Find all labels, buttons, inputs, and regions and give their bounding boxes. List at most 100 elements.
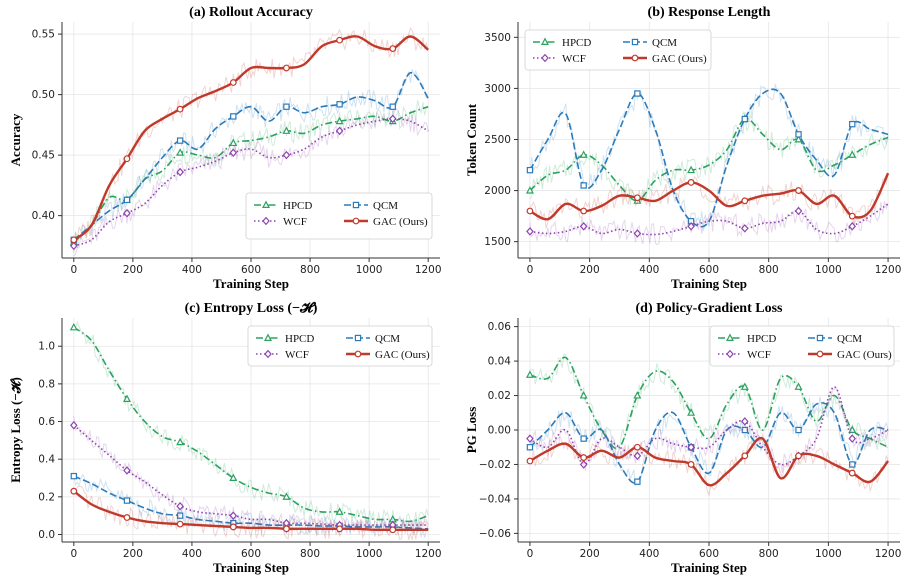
p1-point-2-0 bbox=[526, 227, 534, 236]
p0-point-3-6 bbox=[176, 105, 184, 113]
p1-series-line-2 bbox=[529, 203, 889, 236]
p2-raw-trace-3 bbox=[73, 485, 429, 541]
p1-y-tick-label-0: 1500 bbox=[484, 236, 511, 248]
p1-point-1-6 bbox=[634, 90, 641, 97]
p1-x-tick-label-2: 400 bbox=[639, 264, 659, 276]
p3-legend-label-2: WCF bbox=[747, 349, 771, 361]
p3-x-tick-label-5: 1000 bbox=[815, 548, 842, 560]
p2-point-0-3 bbox=[122, 394, 131, 402]
p1-legend: HPCD QCM WCF GAC (Ours) bbox=[524, 29, 712, 71]
p0-point-1-6 bbox=[176, 137, 184, 144]
p1-series-line-0 bbox=[529, 118, 889, 202]
p0-point-0-12 bbox=[282, 126, 291, 134]
p1-x-label: Training Step bbox=[671, 276, 747, 291]
p3-point-1-12 bbox=[741, 426, 749, 434]
p3-point-0-3 bbox=[579, 391, 588, 399]
p1-x-tick-label-1: 200 bbox=[580, 264, 600, 276]
p0-y-tick-label-0: 0.40 bbox=[32, 210, 55, 222]
p0-x-tick-label-1: 200 bbox=[123, 264, 143, 276]
p1-point-1-0 bbox=[526, 166, 534, 174]
p2-raw-trace-1 bbox=[73, 473, 429, 538]
p2-point-3-3 bbox=[123, 514, 131, 521]
p3-legend-frame bbox=[709, 325, 895, 367]
p3-legend-marker-0 bbox=[725, 333, 735, 341]
p3-point-0-0 bbox=[525, 370, 534, 378]
p1-plot-area bbox=[525, 83, 890, 246]
p3-y-tick-label-6: 0.06 bbox=[488, 321, 512, 333]
p2-point-1-3 bbox=[123, 497, 131, 504]
p1-x-tick-label-5: 1000 bbox=[815, 264, 842, 276]
p2-x-tick-label-1: 200 bbox=[123, 548, 143, 560]
p1-title: (b) Response Length bbox=[648, 5, 771, 20]
p2-point-0-0 bbox=[69, 322, 78, 331]
p2-y-tick-label-0: 0.0 bbox=[38, 529, 55, 541]
p3-y-label: PG Loss bbox=[464, 407, 479, 454]
p0-point-0-6 bbox=[176, 148, 185, 156]
p0-legend-marker-2 bbox=[262, 216, 270, 226]
p2-point-3-0 bbox=[70, 487, 78, 495]
p0-legend-marker-3 bbox=[352, 217, 360, 225]
p0-point-3-3 bbox=[123, 155, 131, 163]
p3-legend-marker-2 bbox=[726, 349, 734, 359]
p2-point-1-6 bbox=[176, 512, 184, 519]
p3-point-3-12 bbox=[741, 452, 749, 460]
p0-legend-label-0: HPCD bbox=[283, 200, 312, 212]
p1-point-2-12 bbox=[741, 224, 749, 233]
p1-legend-marker-0 bbox=[540, 37, 550, 46]
p1-raw-trace-0 bbox=[529, 110, 889, 205]
panel-response-length: 0 200 400 600 800 1000 1200 1500 2000 2500 3000 350… bbox=[464, 5, 901, 291]
p3-point-2-18 bbox=[848, 434, 857, 443]
p0-point-1-9 bbox=[230, 113, 237, 120]
p1-legend-label-0: HPCD bbox=[562, 37, 591, 49]
p0-raw-trace-0 bbox=[73, 100, 429, 253]
p2-legend-marker-1 bbox=[354, 334, 362, 342]
p1-point-1-18 bbox=[849, 120, 856, 128]
p3-title: (d) Policy-Gradient Loss bbox=[636, 301, 784, 316]
p2-x-tick-label-2: 400 bbox=[182, 548, 202, 560]
p2-point-1-0 bbox=[70, 472, 78, 480]
p3-point-1-3 bbox=[580, 435, 587, 442]
p0-point-1-12 bbox=[283, 103, 290, 110]
p2-title: (c) Entropy Loss (−𝓗) bbox=[185, 301, 318, 316]
p3-y-tick-label-5: 0.04 bbox=[488, 356, 512, 368]
p3-y-tick-label-4: 0.02 bbox=[488, 390, 511, 402]
p2-legend-label-3: GAC (Ours) bbox=[375, 349, 430, 361]
p0-legend-label-1: QCM bbox=[373, 200, 398, 212]
p1-legend-frame bbox=[524, 29, 712, 71]
p2-legend: HPCD QCM WCF GAC (Ours) bbox=[247, 325, 433, 367]
p2-plot-area bbox=[69, 320, 429, 541]
p0-y-tick-label-2: 0.50 bbox=[32, 89, 55, 101]
p3-raw-trace-1 bbox=[529, 396, 889, 486]
p1-y-tick-label-4: 3500 bbox=[484, 32, 511, 44]
p0-x-tick-label-6: 1200 bbox=[415, 264, 442, 276]
p3-x-tick-label-3: 600 bbox=[699, 548, 719, 560]
p2-point-2-0 bbox=[70, 420, 78, 430]
p2-y-tick-label-1: 0.2 bbox=[38, 491, 55, 503]
p0-legend: HPCD QCM WCF GAC (Ours) bbox=[245, 192, 433, 240]
p2-series-line-1 bbox=[73, 475, 429, 530]
p2-point-3-15 bbox=[336, 525, 343, 533]
p2-point-3-18 bbox=[389, 526, 397, 534]
p1-y-tick-label-3: 3000 bbox=[484, 83, 511, 95]
p0-legend-label-2: WCF bbox=[283, 216, 307, 228]
p0-x-tick-label-2: 400 bbox=[182, 264, 202, 276]
p3-point-3-15 bbox=[795, 452, 802, 460]
p1-x-tick-label-0: 0 bbox=[527, 264, 534, 276]
p1-legend-marker-3 bbox=[631, 54, 639, 62]
p2-y-tick-label-3: 0.6 bbox=[38, 416, 55, 428]
p0-point-2-0 bbox=[70, 241, 78, 251]
p1-point-3-0 bbox=[526, 207, 534, 215]
p1-point-1-12 bbox=[741, 115, 749, 123]
p1-point-0-9 bbox=[687, 165, 696, 174]
p1-x-tick-label-6: 1200 bbox=[875, 264, 902, 276]
p3-y-tick-label-3: 0.00 bbox=[488, 425, 511, 437]
p3-point-3-3 bbox=[580, 454, 588, 461]
p0-point-2-3 bbox=[123, 208, 131, 218]
p2-point-2-9 bbox=[229, 511, 238, 520]
p0-point-1-15 bbox=[336, 101, 343, 108]
p0-legend-label-3: GAC (Ours) bbox=[373, 216, 428, 228]
p3-point-0-15 bbox=[794, 382, 803, 390]
p2-y-label: Entropy Loss (−𝓗) bbox=[8, 377, 23, 483]
p0-point-2-6 bbox=[176, 167, 184, 177]
